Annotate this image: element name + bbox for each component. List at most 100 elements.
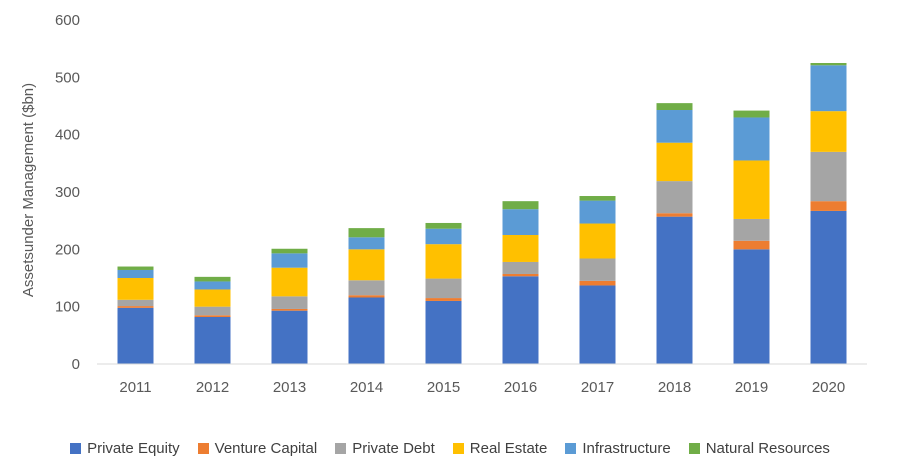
bar-natural-resources-2016 — [502, 201, 539, 210]
bar-real-estate-2019 — [733, 160, 770, 219]
legend-item: Private Equity — [70, 440, 180, 457]
bars — [117, 63, 847, 364]
y-tick-label: 600 — [55, 12, 80, 29]
legend-swatch — [565, 443, 577, 454]
bar-infrastructure-2011 — [117, 269, 154, 278]
bar-real-estate-2018 — [656, 142, 693, 182]
x-tick-label: 2012 — [196, 379, 229, 396]
bar-venture-capital-2012 — [194, 315, 231, 317]
legend-swatch — [335, 443, 347, 454]
bar-venture-capital-2017 — [579, 280, 616, 286]
bar-real-estate-2015 — [425, 244, 462, 279]
x-tick-label: 2013 — [273, 379, 306, 396]
y-tick-label: 200 — [55, 241, 80, 258]
bar-private-equity-2015 — [425, 300, 462, 364]
bar-natural-resources-2011 — [117, 266, 154, 270]
bar-private-equity-2020 — [810, 210, 847, 364]
x-tick-label: 2019 — [735, 379, 768, 396]
bar-real-estate-2011 — [117, 278, 154, 300]
legend-item: Natural Resources — [688, 440, 830, 457]
legend-item: Private Debt — [335, 440, 435, 457]
bar-private-equity-2018 — [656, 216, 693, 364]
bar-private-equity-2012 — [194, 316, 231, 364]
bar-infrastructure-2012 — [194, 281, 231, 290]
bar-infrastructure-2016 — [502, 209, 539, 235]
bar-private-debt-2012 — [194, 306, 231, 316]
legend-label: Infrastructure — [582, 440, 671, 457]
bar-venture-capital-2015 — [425, 298, 462, 301]
bar-private-equity-2013 — [271, 310, 308, 364]
bar-private-debt-2016 — [502, 261, 539, 274]
bar-private-debt-2015 — [425, 278, 462, 299]
bar-infrastructure-2020 — [810, 65, 847, 112]
bar-infrastructure-2018 — [656, 110, 693, 143]
bar-private-equity-2014 — [348, 297, 385, 364]
legend-label: Private Debt — [352, 440, 435, 457]
bar-real-estate-2012 — [194, 289, 231, 307]
bar-venture-capital-2014 — [348, 295, 385, 298]
bar-private-debt-2011 — [117, 299, 154, 307]
bar-private-debt-2020 — [810, 151, 847, 202]
bar-real-estate-2017 — [579, 223, 616, 259]
bar-venture-capital-2013 — [271, 308, 308, 311]
x-tick-label: 2020 — [812, 379, 845, 396]
x-tick-label: 2017 — [581, 379, 614, 396]
bar-natural-resources-2019 — [733, 110, 770, 118]
y-axis-label: Assetsunder Management ($bn) — [20, 83, 37, 297]
legend-label: Venture Capital — [214, 440, 318, 457]
legend-swatch — [70, 443, 82, 454]
bar-venture-capital-2016 — [502, 273, 539, 277]
bar-real-estate-2020 — [810, 111, 847, 152]
bar-natural-resources-2014 — [348, 228, 385, 238]
legend-item: Real Estate — [452, 440, 548, 457]
legend-swatch — [197, 443, 209, 454]
bar-venture-capital-2019 — [733, 240, 770, 250]
bar-private-debt-2019 — [733, 218, 770, 241]
y-tick-label: 100 — [55, 299, 80, 316]
bar-venture-capital-2011 — [117, 306, 154, 308]
bar-infrastructure-2014 — [348, 237, 385, 250]
bar-infrastructure-2015 — [425, 228, 462, 245]
x-tick-label: 2014 — [350, 379, 383, 396]
bar-private-equity-2017 — [579, 285, 616, 364]
bar-natural-resources-2012 — [194, 276, 231, 282]
bar-infrastructure-2017 — [579, 200, 616, 224]
bar-natural-resources-2020 — [810, 63, 847, 66]
bar-private-debt-2017 — [579, 258, 616, 281]
y-tick-label: 400 — [55, 127, 80, 144]
bar-venture-capital-2020 — [810, 201, 847, 211]
bar-infrastructure-2013 — [271, 253, 308, 268]
bar-natural-resources-2018 — [656, 103, 693, 111]
legend-swatch — [452, 443, 464, 454]
x-tick-label: 2018 — [658, 379, 691, 396]
bar-private-debt-2018 — [656, 181, 693, 214]
x-tick-label: 2015 — [427, 379, 460, 396]
chart-canvas: Assetsunder Management ($bn) 0 100 200 300 4… — [20, 12, 867, 396]
bar-private-equity-2019 — [733, 249, 770, 364]
bar-real-estate-2013 — [271, 267, 308, 297]
legend-item: Infrastructure — [565, 440, 671, 457]
x-tick-label: 2016 — [504, 379, 537, 396]
x-axis: 2011 2012 2013 2014 2015 2016 2017 2018 2019 2020 — [119, 379, 845, 396]
bar-private-equity-2011 — [117, 307, 154, 364]
bar-real-estate-2014 — [348, 249, 385, 281]
bar-private-equity-2016 — [502, 276, 539, 364]
bar-infrastructure-2019 — [733, 117, 770, 161]
y-tick-label: 0 — [72, 356, 80, 373]
legend-swatch — [688, 443, 700, 454]
legend-item: Venture Capital — [197, 440, 318, 457]
bar-private-debt-2014 — [348, 280, 385, 296]
bar-natural-resources-2013 — [271, 248, 308, 254]
legend-label: Private Equity — [87, 440, 180, 457]
bar-venture-capital-2018 — [656, 213, 693, 217]
bar-real-estate-2016 — [502, 235, 539, 262]
legend-label: Real Estate — [469, 440, 548, 457]
y-axis: 0 100 200 300 400 500 600 — [55, 12, 80, 373]
y-tick-label: 500 — [55, 69, 80, 86]
legend: Private Equity Venture Capital Private Deb… — [0, 440, 900, 457]
bar-natural-resources-2015 — [425, 222, 462, 229]
y-tick-label: 300 — [55, 184, 80, 201]
bar-private-debt-2013 — [271, 296, 308, 309]
x-tick-label: 2011 — [119, 379, 151, 396]
bar-natural-resources-2017 — [579, 196, 616, 201]
